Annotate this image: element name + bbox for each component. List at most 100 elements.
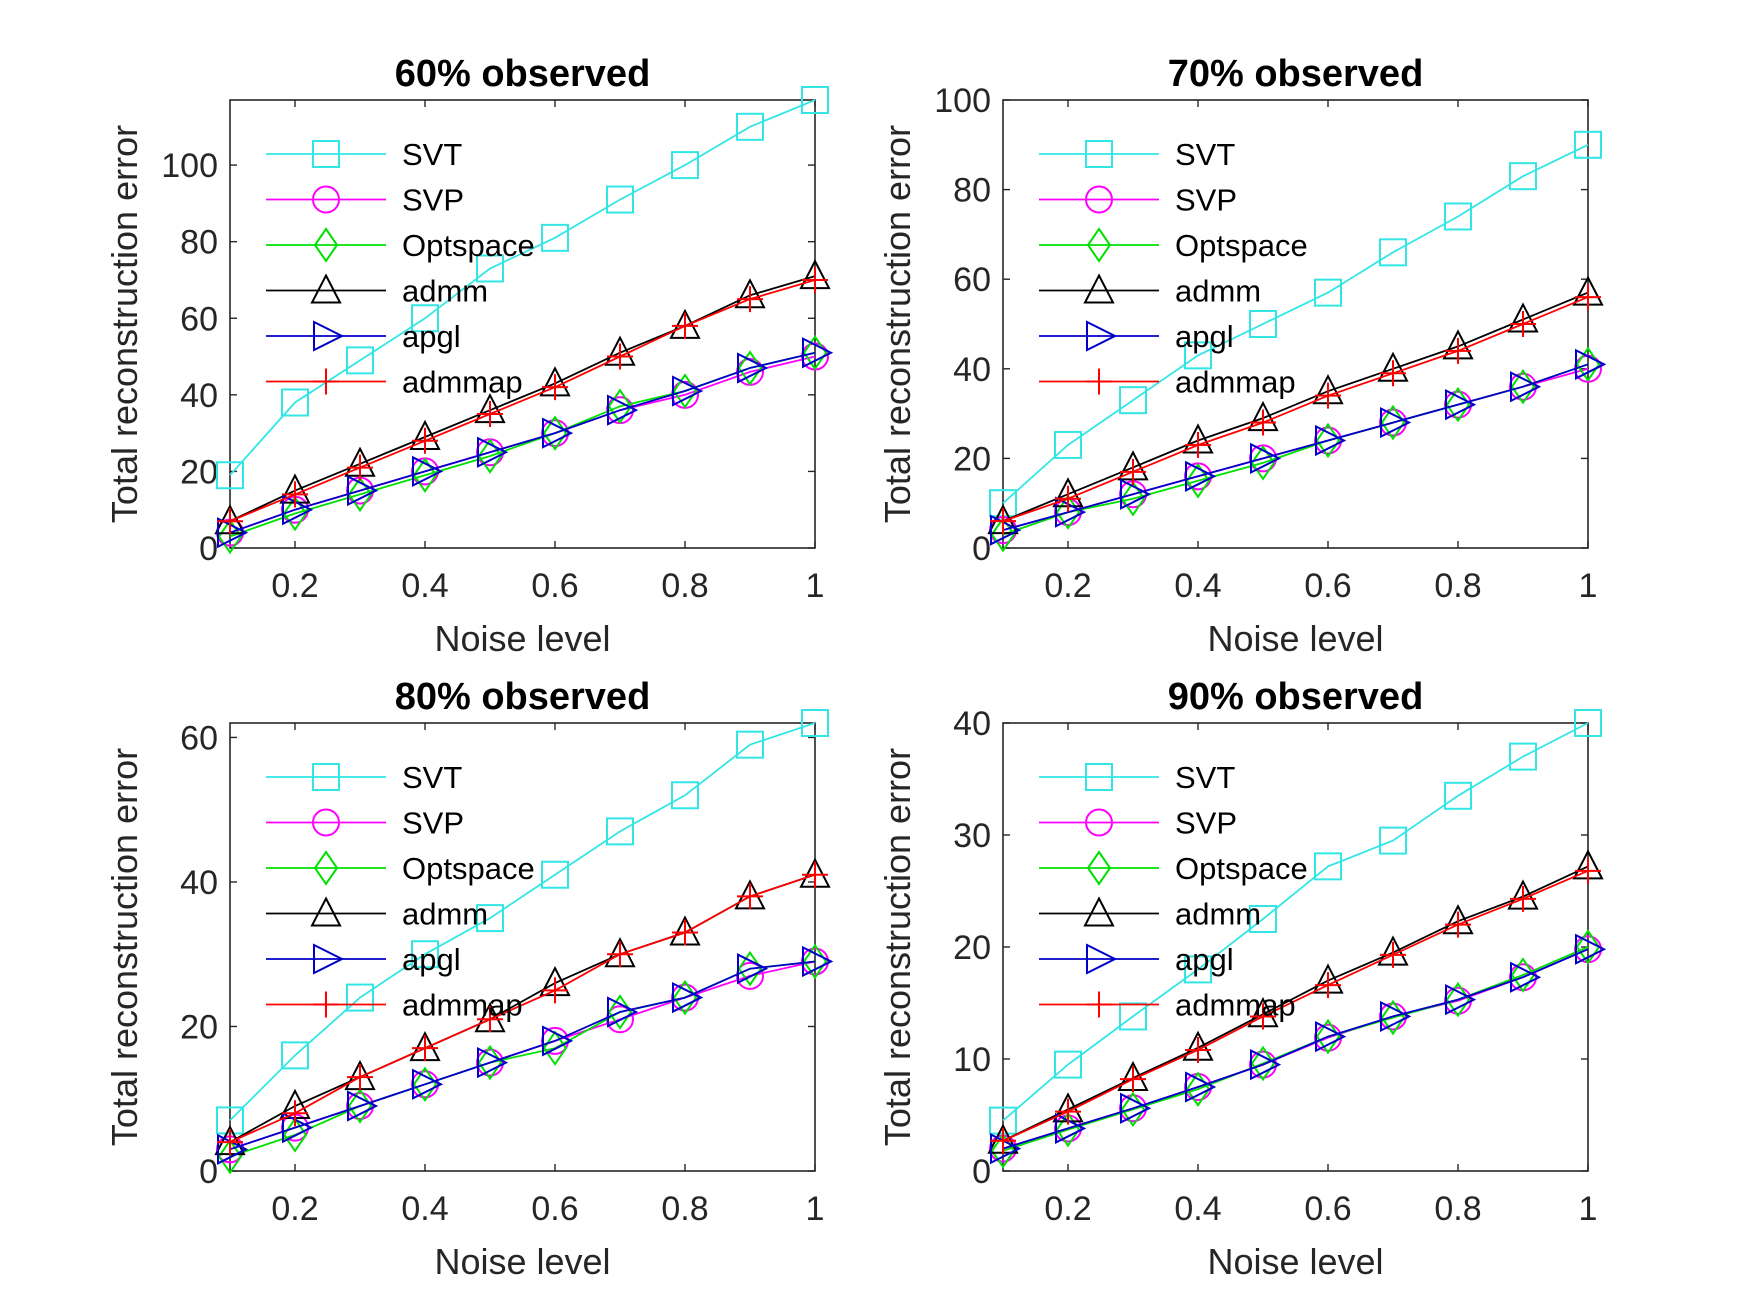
series-line-apgl — [229, 351, 816, 534]
data-point-apgl — [1250, 442, 1282, 475]
legend: SVT SVP Optspace admm apgl admmap — [1039, 137, 1308, 400]
x-tick-label: 0.2 — [271, 567, 318, 605]
series-line-admm — [1002, 291, 1589, 522]
x-tick-label: 0.6 — [1304, 567, 1351, 605]
data-point-SVT — [541, 223, 569, 252]
legend-label-admmap: admmap — [1175, 988, 1296, 1023]
data-point-Optspace — [1575, 929, 1601, 965]
data-point-apgl — [412, 1068, 444, 1100]
legend-marker-SVT — [1085, 763, 1113, 791]
y-tick-label: 0 — [199, 1153, 218, 1191]
data-point-apgl — [990, 514, 1022, 546]
data-point-admmap — [1315, 972, 1341, 999]
data-point-apgl — [542, 1025, 574, 1057]
data-point-apgl — [1250, 1048, 1282, 1081]
legend-label-SVP: SVP — [1175, 183, 1237, 218]
data-point-apgl — [347, 474, 379, 507]
data-point-admmap — [737, 286, 763, 313]
data-point-SVT — [736, 112, 764, 141]
data-point-apgl — [1510, 371, 1542, 403]
legend-label-admmap: admmap — [402, 365, 523, 400]
plot-area — [1002, 99, 1589, 549]
legend-label-Optspace: Optspace — [1175, 851, 1308, 886]
legend-label-admm: admm — [1175, 897, 1261, 932]
plot-area — [229, 722, 816, 1172]
legend-label-admm: admm — [402, 897, 488, 932]
legend-marker-SVP — [312, 808, 340, 837]
data-point-apgl — [542, 417, 574, 449]
legend-marker-admm — [1083, 273, 1115, 304]
data-point-admmap — [672, 312, 698, 339]
data-point-apgl — [1380, 406, 1412, 439]
data-point-SVT — [1574, 709, 1602, 737]
x-tick-label: 1 — [1579, 1190, 1598, 1228]
y-tick-label: 80 — [953, 172, 991, 210]
data-point-admmap — [1055, 485, 1081, 512]
series-admmap — [990, 284, 1601, 535]
data-point-admmap — [802, 861, 828, 888]
y-tick-label: 40 — [953, 351, 991, 389]
legend-label-apgl: apgl — [402, 319, 461, 354]
x-tick-label: 0.2 — [1044, 1190, 1091, 1228]
data-point-admmap — [802, 266, 828, 293]
chart-title: 70% observed — [1168, 53, 1424, 95]
data-point-admmap — [412, 427, 438, 454]
y-axis-label: Total reconstruction error — [104, 125, 145, 523]
data-point-admmap — [607, 343, 633, 370]
chart-panel-1: 60% observed 0.2 0.4 0.6 0.8 1 0 20 40 60 80 100 Noi… — [104, 53, 834, 659]
data-point-admmap — [672, 919, 698, 946]
series-line-SVT — [1002, 722, 1589, 1122]
x-tick-label: 0.8 — [661, 567, 708, 605]
y-tick-label: 40 — [953, 705, 991, 743]
data-point-apgl — [282, 1112, 314, 1144]
x-tick-label: 0.2 — [1044, 567, 1091, 605]
data-point-apgl — [672, 981, 704, 1014]
y-axis-label: Total reconstruction error — [877, 748, 918, 1146]
y-axis-label: Total reconstruction error — [104, 748, 145, 1146]
data-point-admmap — [217, 508, 243, 535]
legend-label-apgl: apgl — [402, 942, 461, 977]
series-apgl — [990, 933, 1607, 1165]
data-point-SVT — [281, 388, 309, 417]
legend-marker-admmap — [313, 991, 339, 1018]
x-tick-label: 1 — [806, 567, 825, 605]
y-tick-label: 0 — [972, 530, 991, 568]
data-point-Optspace — [607, 388, 633, 425]
series-line-apgl — [1002, 948, 1589, 1150]
data-point-admmap — [542, 374, 568, 401]
legend-marker-admmap — [1086, 991, 1112, 1018]
data-point-SVT — [671, 151, 699, 180]
data-point-admmap — [542, 977, 568, 1004]
data-point-SVT — [1574, 130, 1602, 159]
data-point-apgl — [607, 394, 639, 426]
data-point-apgl — [1185, 1071, 1217, 1103]
data-point-apgl — [1055, 496, 1087, 528]
data-point-SVT — [801, 86, 829, 114]
legend-marker-admmap — [313, 368, 339, 395]
data-point-admmap — [737, 883, 763, 910]
data-point-apgl — [217, 517, 249, 549]
data-point-SVT — [1119, 386, 1147, 415]
legend-marker-apgl — [313, 320, 345, 352]
data-point-admmap — [1120, 1066, 1146, 1093]
legend-marker-SVT — [312, 140, 340, 168]
data-point-apgl — [1445, 389, 1477, 421]
legend-marker-SVT — [1085, 140, 1113, 168]
data-point-SVT — [1379, 826, 1407, 855]
y-tick-label: 60 — [180, 300, 218, 338]
series-line-admmap — [229, 279, 816, 523]
x-tick-label: 0.6 — [531, 1190, 578, 1228]
x-axis-label: Noise level — [1207, 1241, 1383, 1282]
data-point-SVT — [1509, 162, 1537, 191]
data-point-admmap — [1380, 941, 1406, 968]
data-point-admmap — [1185, 1037, 1211, 1064]
data-point-apgl — [802, 945, 834, 978]
y-tick-label: 20 — [180, 453, 218, 491]
data-point-SVT — [1119, 1002, 1147, 1031]
data-point-admmap — [1445, 911, 1471, 938]
x-tick-label: 0.4 — [1174, 1190, 1221, 1228]
x-tick-label: 0.2 — [271, 1190, 318, 1228]
plot-area — [229, 99, 816, 549]
series-line-admmap — [229, 873, 816, 1143]
data-point-admmap — [477, 1006, 503, 1033]
